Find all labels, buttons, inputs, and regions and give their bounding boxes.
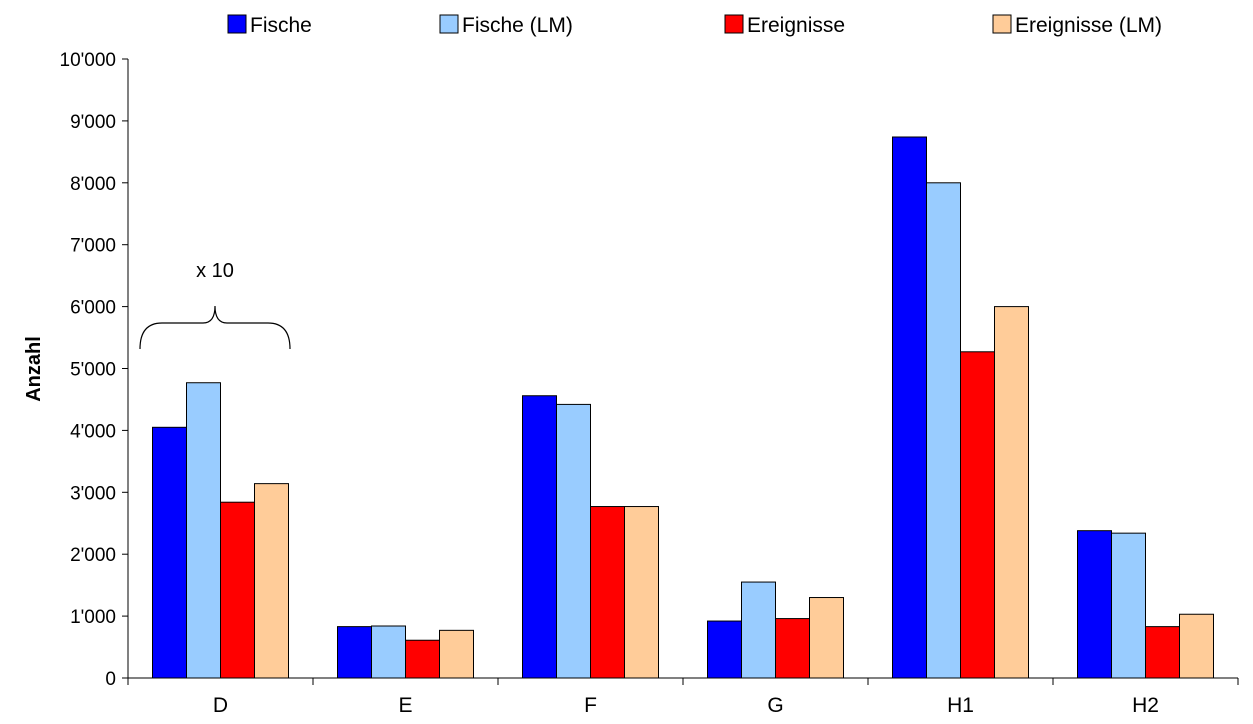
bar-fische-d — [152, 426, 187, 679]
legend-label-fische: Fische — [250, 14, 312, 37]
y-tick-label: 10'000 — [60, 50, 116, 71]
y-tick-label: 9'000 — [70, 112, 116, 133]
x-category-label: H1 — [947, 694, 974, 717]
bars — [152, 136, 1214, 679]
x-category-label: E — [398, 694, 412, 717]
bar-fische-lm-h2 — [1111, 532, 1146, 679]
bar-fische-lm-d — [186, 382, 221, 679]
bar-ereignisse-lm-d — [254, 483, 289, 679]
y-tick-label: 3'000 — [70, 483, 116, 504]
bar-fische-lm-g — [741, 581, 776, 679]
bar-fische-lm-f — [556, 403, 591, 679]
legend-swatch-ereignisse-lm — [992, 14, 1012, 34]
legend-swatch-ereignisse — [724, 14, 744, 34]
bar-ereignisse-e — [405, 639, 440, 679]
annotation-label: x 10 — [196, 260, 234, 282]
x-category-label: G — [767, 694, 783, 717]
category-labels: D E F G H1 H2 — [213, 694, 1159, 717]
bar-ereignisse-lm-f — [624, 506, 659, 679]
y-tick-label: 2'000 — [70, 545, 116, 566]
legend-swatch-fische — [227, 14, 247, 34]
brace-annotation — [139, 305, 291, 350]
axes — [127, 59, 1239, 685]
y-tick-label: 7'000 — [70, 236, 116, 257]
legend-label-ereignisse: Ereignisse — [747, 14, 845, 37]
bar-fische-f — [522, 395, 557, 679]
bar-ereignisse-f — [590, 506, 625, 679]
x-category-label: F — [584, 694, 597, 717]
y-tick-label: 6'000 — [70, 298, 116, 319]
bar-ereignisse-g — [775, 618, 810, 679]
y-tick-label: 0 — [105, 669, 116, 690]
x-category-label: H2 — [1132, 694, 1159, 717]
bar-ereignisse-h1 — [960, 351, 995, 679]
legend-label-ereignisse-lm: Ereignisse (LM) — [1015, 14, 1162, 37]
y-tick-label: 8'000 — [70, 174, 116, 195]
legend-label-fische-lm: Fische (LM) — [462, 14, 573, 37]
y-axis-ticks: 0 1'000 2'000 3'000 4'000 5'000 6'000 7'000 8'00… — [60, 50, 128, 690]
y-tick-label: 1'000 — [70, 607, 116, 628]
bar-fische-lm-e — [371, 625, 406, 679]
x-category-label: D — [213, 694, 228, 717]
legend-swatch-fische-lm — [439, 14, 459, 34]
annotation: x 10 — [139, 260, 291, 350]
bar-fische-g — [707, 620, 742, 679]
bar-ereignisse-d — [220, 501, 255, 679]
bar-fische-h2 — [1077, 530, 1112, 679]
bar-fische-lm-h1 — [926, 182, 961, 679]
bar-ereignisse-lm-g — [809, 597, 844, 679]
bar-ereignisse-lm-h1 — [994, 306, 1029, 679]
legend: Fische Fische (LM) Ereignisse Ereignisse (L… — [227, 14, 1162, 37]
y-tick-label: 4'000 — [70, 421, 116, 442]
y-tick-label: 5'000 — [70, 360, 116, 381]
bar-fische-e — [337, 626, 372, 679]
bar-ereignisse-lm-e — [439, 629, 474, 679]
bar-ereignisse-lm-h2 — [1179, 613, 1214, 679]
y-axis-title: Anzahl — [23, 336, 45, 402]
bar-fische-h1 — [892, 136, 927, 679]
bar-ereignisse-h2 — [1145, 626, 1180, 679]
